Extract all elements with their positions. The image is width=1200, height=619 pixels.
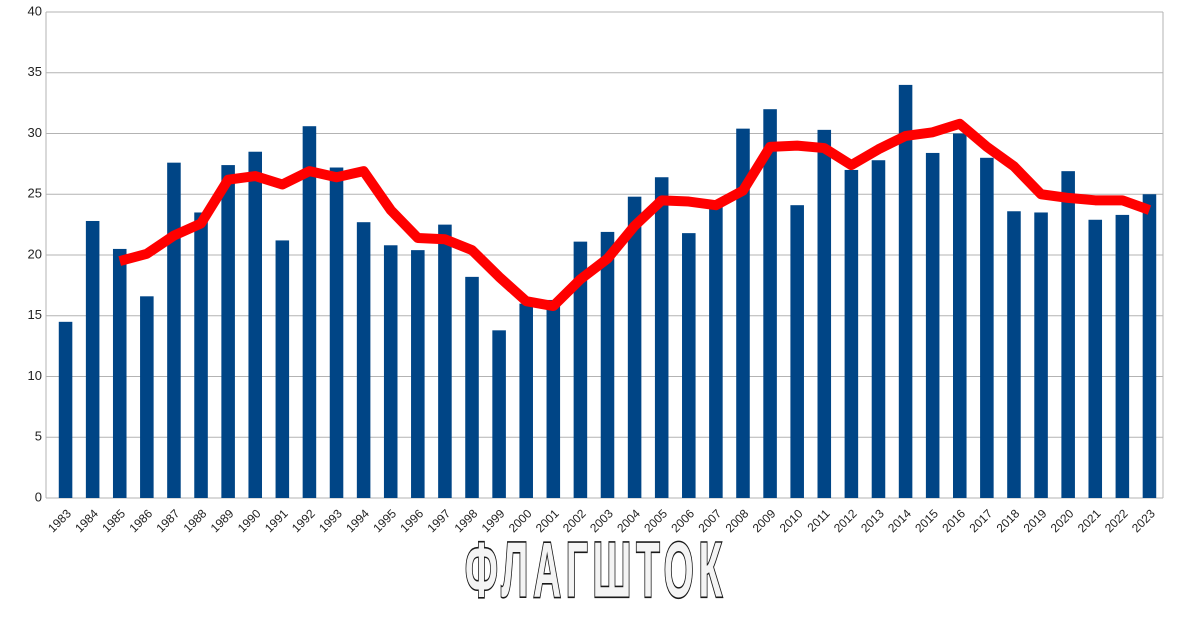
x-tick-label: 1990	[235, 506, 264, 535]
x-tick-label: 2016	[939, 506, 968, 535]
bar	[438, 224, 452, 498]
bar	[140, 296, 154, 498]
bar	[952, 133, 967, 498]
y-tick-label: 25	[28, 186, 42, 201]
x-tick-label: 1986	[126, 506, 155, 535]
x-tick-label: 2009	[750, 506, 779, 535]
x-tick-label: 2012	[831, 506, 860, 535]
bar	[844, 169, 859, 498]
bar	[736, 128, 750, 498]
bar	[1061, 171, 1075, 499]
bar	[980, 157, 994, 499]
bar	[112, 248, 127, 498]
x-tick-label: 2013	[858, 506, 887, 535]
bar	[1034, 212, 1048, 498]
x-tick-label: 1993	[316, 506, 345, 535]
bar	[329, 167, 344, 498]
y-tick-label: 20	[28, 246, 42, 261]
bar	[248, 151, 263, 498]
bar	[1142, 194, 1157, 498]
x-tick-label: 2010	[777, 506, 806, 535]
x-tick-label: 1989	[208, 506, 237, 535]
x-tick-label: 2011	[804, 506, 832, 534]
x-tick-label: 2022	[1102, 506, 1131, 535]
bar	[925, 152, 940, 498]
y-tick-label: 30	[28, 125, 42, 140]
bar	[465, 276, 479, 498]
x-tick-label: 2019	[1021, 506, 1050, 535]
bar	[709, 203, 723, 498]
y-tick-label: 5	[35, 429, 42, 444]
x-tick-label: 1991	[262, 506, 291, 535]
bar	[411, 250, 425, 498]
bar	[1115, 214, 1130, 498]
bar	[383, 245, 398, 498]
x-tick-label: 1987	[154, 506, 183, 535]
line	[118, 118, 1152, 312]
bar	[58, 321, 73, 498]
x-tick-label: 2017	[966, 506, 995, 535]
bar	[85, 220, 100, 499]
bar	[871, 160, 886, 499]
x-tick-label: 2014	[885, 506, 914, 535]
bar	[573, 241, 588, 498]
bar	[194, 212, 208, 498]
x-tick-label: 2021	[1075, 506, 1104, 535]
bar	[790, 205, 804, 498]
bar	[221, 165, 235, 498]
x-tick-label: 2020	[1048, 506, 1077, 535]
x-tick-label: 1996	[397, 506, 426, 535]
bar	[763, 109, 777, 498]
y-tick-label: 35	[28, 64, 42, 79]
x-tick-label: 1984	[72, 506, 101, 535]
x-tick-label: 2023	[1129, 506, 1158, 535]
y-tick-label: 15	[28, 307, 42, 322]
y-tick-label: 0	[35, 489, 42, 504]
bar	[1007, 211, 1021, 498]
bar	[1088, 219, 1103, 498]
bar	[167, 162, 181, 498]
bar	[275, 240, 290, 499]
bar	[519, 303, 533, 498]
bar	[654, 177, 669, 499]
y-tick-label: 10	[28, 368, 42, 383]
x-tick-label: 1997	[424, 506, 453, 535]
bar	[627, 196, 642, 498]
bar	[682, 233, 696, 498]
bar	[302, 126, 317, 499]
bar	[600, 231, 615, 499]
x-tick-label: 2018	[994, 506, 1023, 535]
bar	[898, 84, 913, 499]
x-tick-label: 1992	[289, 506, 318, 535]
x-tick-label: 1985	[99, 506, 128, 535]
x-tick-label: 1994	[343, 506, 372, 535]
watermark: ФЛАГШТОК	[465, 527, 727, 613]
y-tick-label: 40	[28, 3, 42, 18]
bar	[546, 299, 561, 498]
x-tick-label: 2015	[912, 506, 941, 535]
bar	[817, 129, 832, 499]
x-tick-label: 1995	[370, 506, 399, 535]
bar	[356, 222, 371, 498]
x-tick-label: 1983	[45, 506, 74, 535]
bar	[492, 330, 506, 498]
x-tick-label: 1988	[181, 506, 210, 535]
